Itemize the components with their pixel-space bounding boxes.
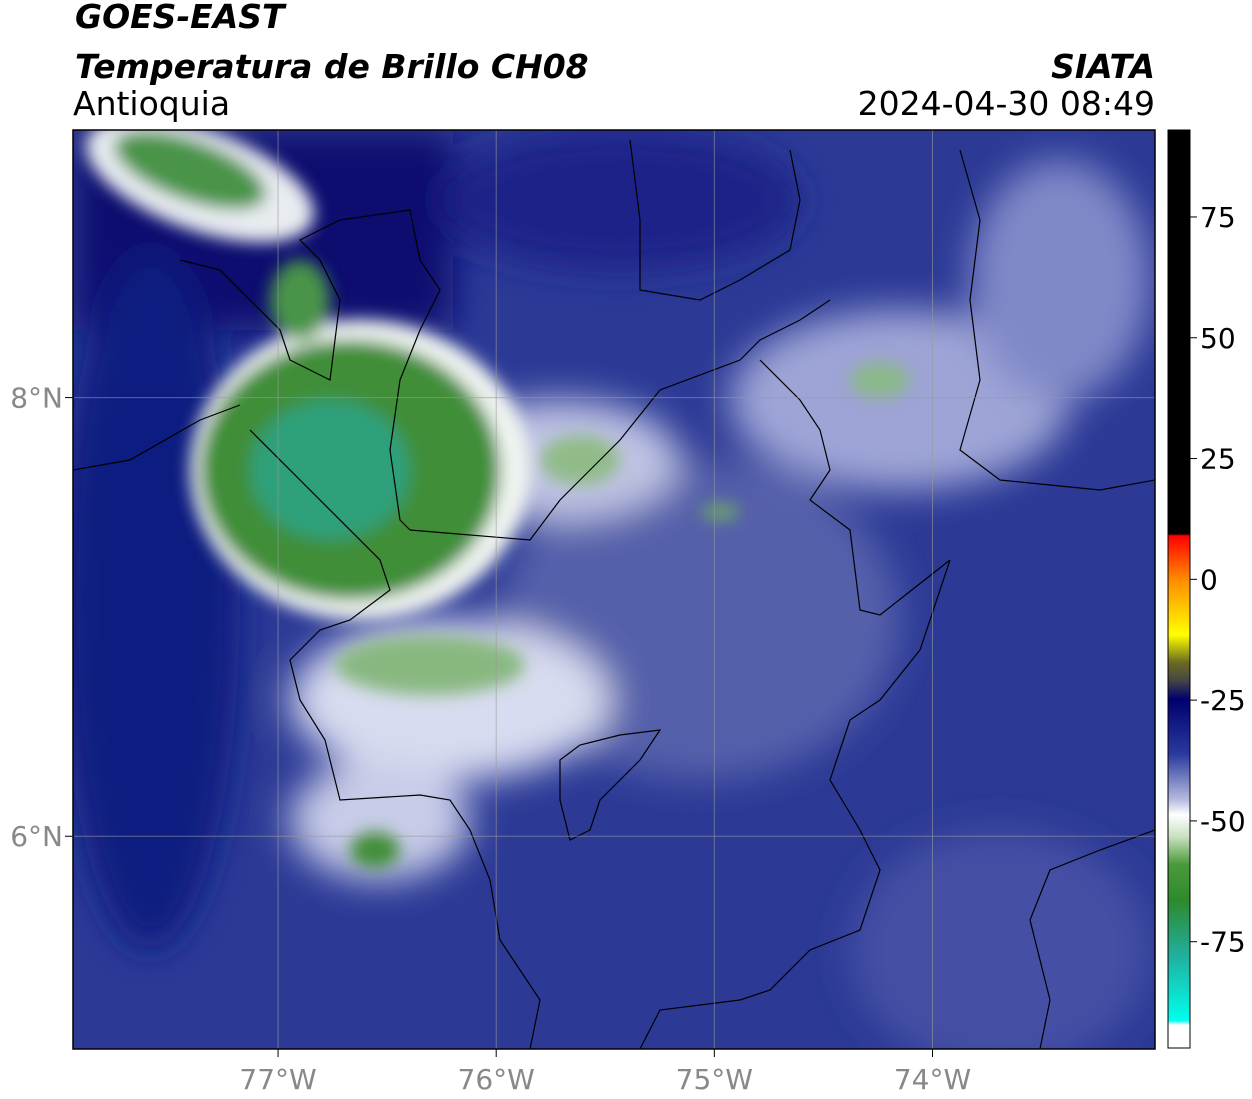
lat-tick-label: 8°N: [10, 382, 63, 415]
lon-tick-label: 75°W: [676, 1063, 753, 1096]
timestamp: 2024-04-30 08:49: [858, 84, 1155, 123]
lon-tick-label: 76°W: [458, 1063, 535, 1096]
map-frame: [72, 129, 1156, 1050]
region: Antioquia: [73, 84, 230, 123]
satellite-image: [73, 130, 1155, 1049]
graticule: [73, 130, 1155, 1049]
colorbar-tick-label: -50: [1200, 805, 1246, 838]
lon-tick-label: 74°W: [894, 1063, 971, 1096]
lon-tick-label: 77°W: [239, 1063, 316, 1096]
lat-tick-label: 6°N: [10, 820, 63, 853]
subtitle: Temperatura de Brillo CH08: [75, 47, 589, 86]
colorbar: [1167, 129, 1191, 1049]
colorbar-tick-label: 75: [1200, 201, 1236, 234]
source: SIATA: [1051, 47, 1155, 86]
colorbar-tick-label: 50: [1200, 322, 1236, 355]
title: GOES-EAST: [75, 0, 287, 36]
colorbar-tick-label: 25: [1200, 443, 1236, 476]
colorbar-tick-label: 0: [1200, 563, 1218, 596]
colorbar-tick-label: -25: [1200, 684, 1246, 717]
colorbar-tick-label: -75: [1200, 926, 1246, 959]
